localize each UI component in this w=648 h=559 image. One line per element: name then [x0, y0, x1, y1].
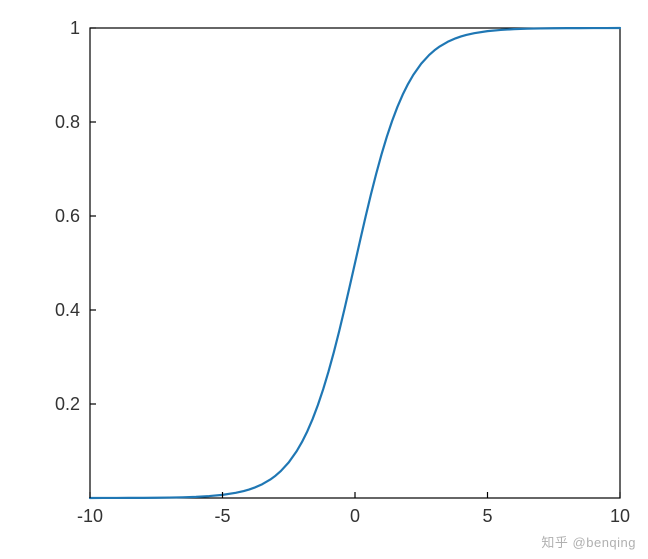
- x-tick-label: -5: [214, 506, 230, 526]
- chart-svg: -10 -5 0 5 10 0.2 0.4 0.6 0.8 1: [0, 0, 648, 559]
- x-tick-label: 10: [610, 506, 630, 526]
- chart-background: [0, 0, 648, 559]
- y-tick-label: 0.4: [55, 300, 80, 320]
- y-tick-label: 1: [70, 18, 80, 38]
- y-tick-label: 0.2: [55, 394, 80, 414]
- sigmoid-chart: -10 -5 0 5 10 0.2 0.4 0.6 0.8 1 知乎 @benqing: [0, 0, 648, 559]
- watermark-text: 知乎 @benqing: [541, 532, 636, 551]
- y-tick-label: 0.6: [55, 206, 80, 226]
- x-tick-label: -10: [77, 506, 103, 526]
- y-tick-label: 0.8: [55, 112, 80, 132]
- x-tick-label: 5: [482, 506, 492, 526]
- x-tick-label: 0: [350, 506, 360, 526]
